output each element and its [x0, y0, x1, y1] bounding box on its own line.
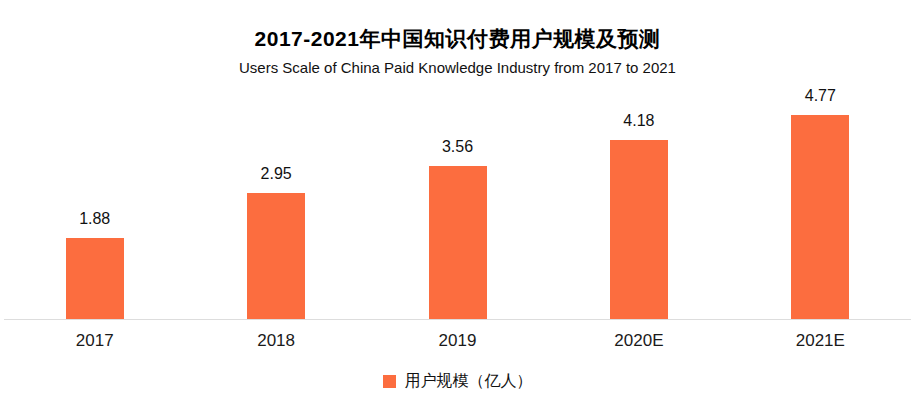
chart-subtitle: Users Scale of China Paid Knowledge Indu… — [0, 59, 915, 77]
legend-label: 用户规模（亿人） — [405, 373, 533, 389]
bar-column: 2.95 — [185, 79, 366, 319]
x-axis-row: 2017201820192020E2021E — [4, 320, 911, 349]
bar-value-label: 1.88 — [79, 211, 110, 227]
x-axis-label: 2020E — [548, 332, 729, 349]
bar-value-label: 2.95 — [261, 166, 292, 182]
chart-page: 2017-2021年中国知识付费用户规模及预测 Users Scale of C… — [0, 0, 915, 418]
chart-header: 2017-2021年中国知识付费用户规模及预测 Users Scale of C… — [0, 0, 915, 77]
x-axis-label: 2021E — [730, 332, 911, 349]
chart-title: 2017-2021年中国知识付费用户规模及预测 — [0, 26, 915, 51]
bar-column: 4.77 — [730, 79, 911, 319]
bar-value-label: 4.18 — [623, 113, 654, 129]
bar-column: 1.88 — [4, 79, 185, 319]
legend-swatch-icon — [383, 375, 396, 388]
bar — [610, 140, 668, 319]
legend: 用户规模（亿人） — [0, 373, 915, 389]
bar-column: 3.56 — [367, 79, 548, 319]
bar — [247, 193, 305, 319]
x-axis-label: 2017 — [4, 332, 185, 349]
bar — [429, 166, 487, 319]
x-axis-label: 2019 — [367, 332, 548, 349]
bar — [66, 238, 124, 319]
bar-value-label: 3.56 — [442, 139, 473, 155]
plot-area: 1.88 2.95 3.56 4.18 4.77 — [4, 79, 911, 320]
bar-value-label: 4.77 — [805, 88, 836, 104]
bar — [791, 115, 849, 319]
x-axis-label: 2018 — [185, 332, 366, 349]
bar-column: 4.18 — [548, 79, 729, 319]
